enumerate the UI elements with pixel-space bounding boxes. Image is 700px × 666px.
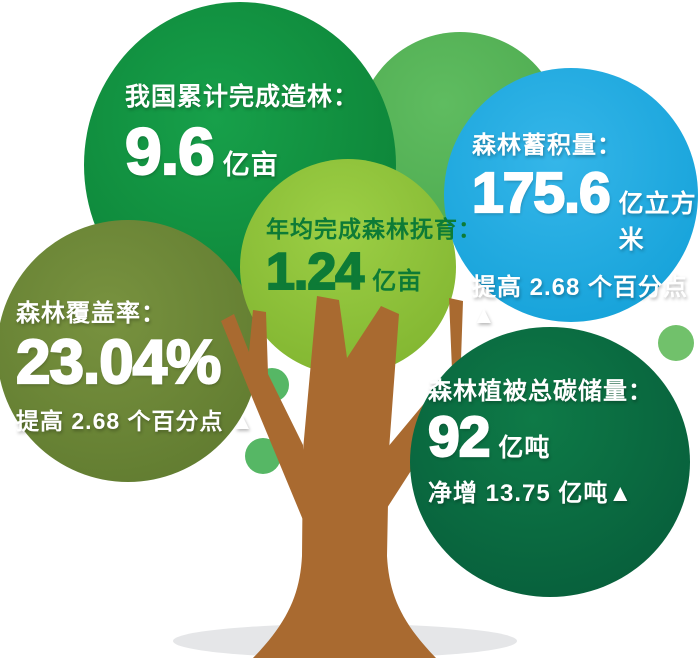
bubble-forest-stock: 森林蓄积量： 175.6 亿立方米 提高 2.68 个百分点▲: [471, 132, 700, 330]
forest-tending-value: 1.24: [265, 243, 365, 302]
forest-tending-unit: 亿亩: [372, 268, 423, 296]
forest-stock-change: 提高 2.68 个百分点▲: [472, 274, 689, 330]
forest-stock-title: 森林蓄积量：: [472, 132, 622, 159]
carbon-storage-change: 净增 13.75 亿吨▲: [428, 480, 634, 508]
forest-tending-title: 年均完成森林抚育：: [266, 216, 482, 242]
carbon-storage-value: 92: [427, 405, 492, 470]
bubble-afforestation: 我国累计完成造林： 9.6 亿亩: [124, 83, 360, 189]
bubble-coverage-circle: [0, 220, 259, 482]
bubble-forest-tending-circle: [240, 159, 456, 375]
bubble-carbon-storage-circle: [410, 327, 690, 597]
coverage-value: 23.04%: [15, 328, 222, 398]
afforestation-value: 9.6: [124, 114, 216, 189]
tree-left-branch: [221, 310, 303, 520]
leaf-dot-3: [658, 325, 694, 361]
coverage-change: 提高 2.68 个百分点 ▲: [16, 408, 255, 435]
afforestation-unit: 亿亩: [222, 150, 279, 181]
carbon-storage-title: 森林植被总碳储量：: [428, 378, 653, 405]
bubble-carbon-storage: 森林植被总碳储量： 92 亿吨 净增 13.75 亿吨▲: [427, 378, 653, 508]
afforestation-title: 我国累计完成造林：: [125, 83, 360, 111]
coverage-title: 森林覆盖率：: [16, 300, 166, 327]
carbon-storage-unit: 亿吨: [498, 434, 551, 463]
bubble-coverage: 森林覆盖率： 23.04% 提高 2.68 个百分点 ▲: [15, 300, 255, 436]
forest-stock-value: 175.6: [471, 161, 612, 226]
forest-stock-unit: 亿立方米: [618, 190, 697, 255]
bubble-forest-tending: 年均完成森林抚育： 1.24 亿亩: [265, 216, 482, 302]
tree-trunk: [253, 296, 436, 658]
bubble-forest-stock-circle: [444, 68, 698, 322]
